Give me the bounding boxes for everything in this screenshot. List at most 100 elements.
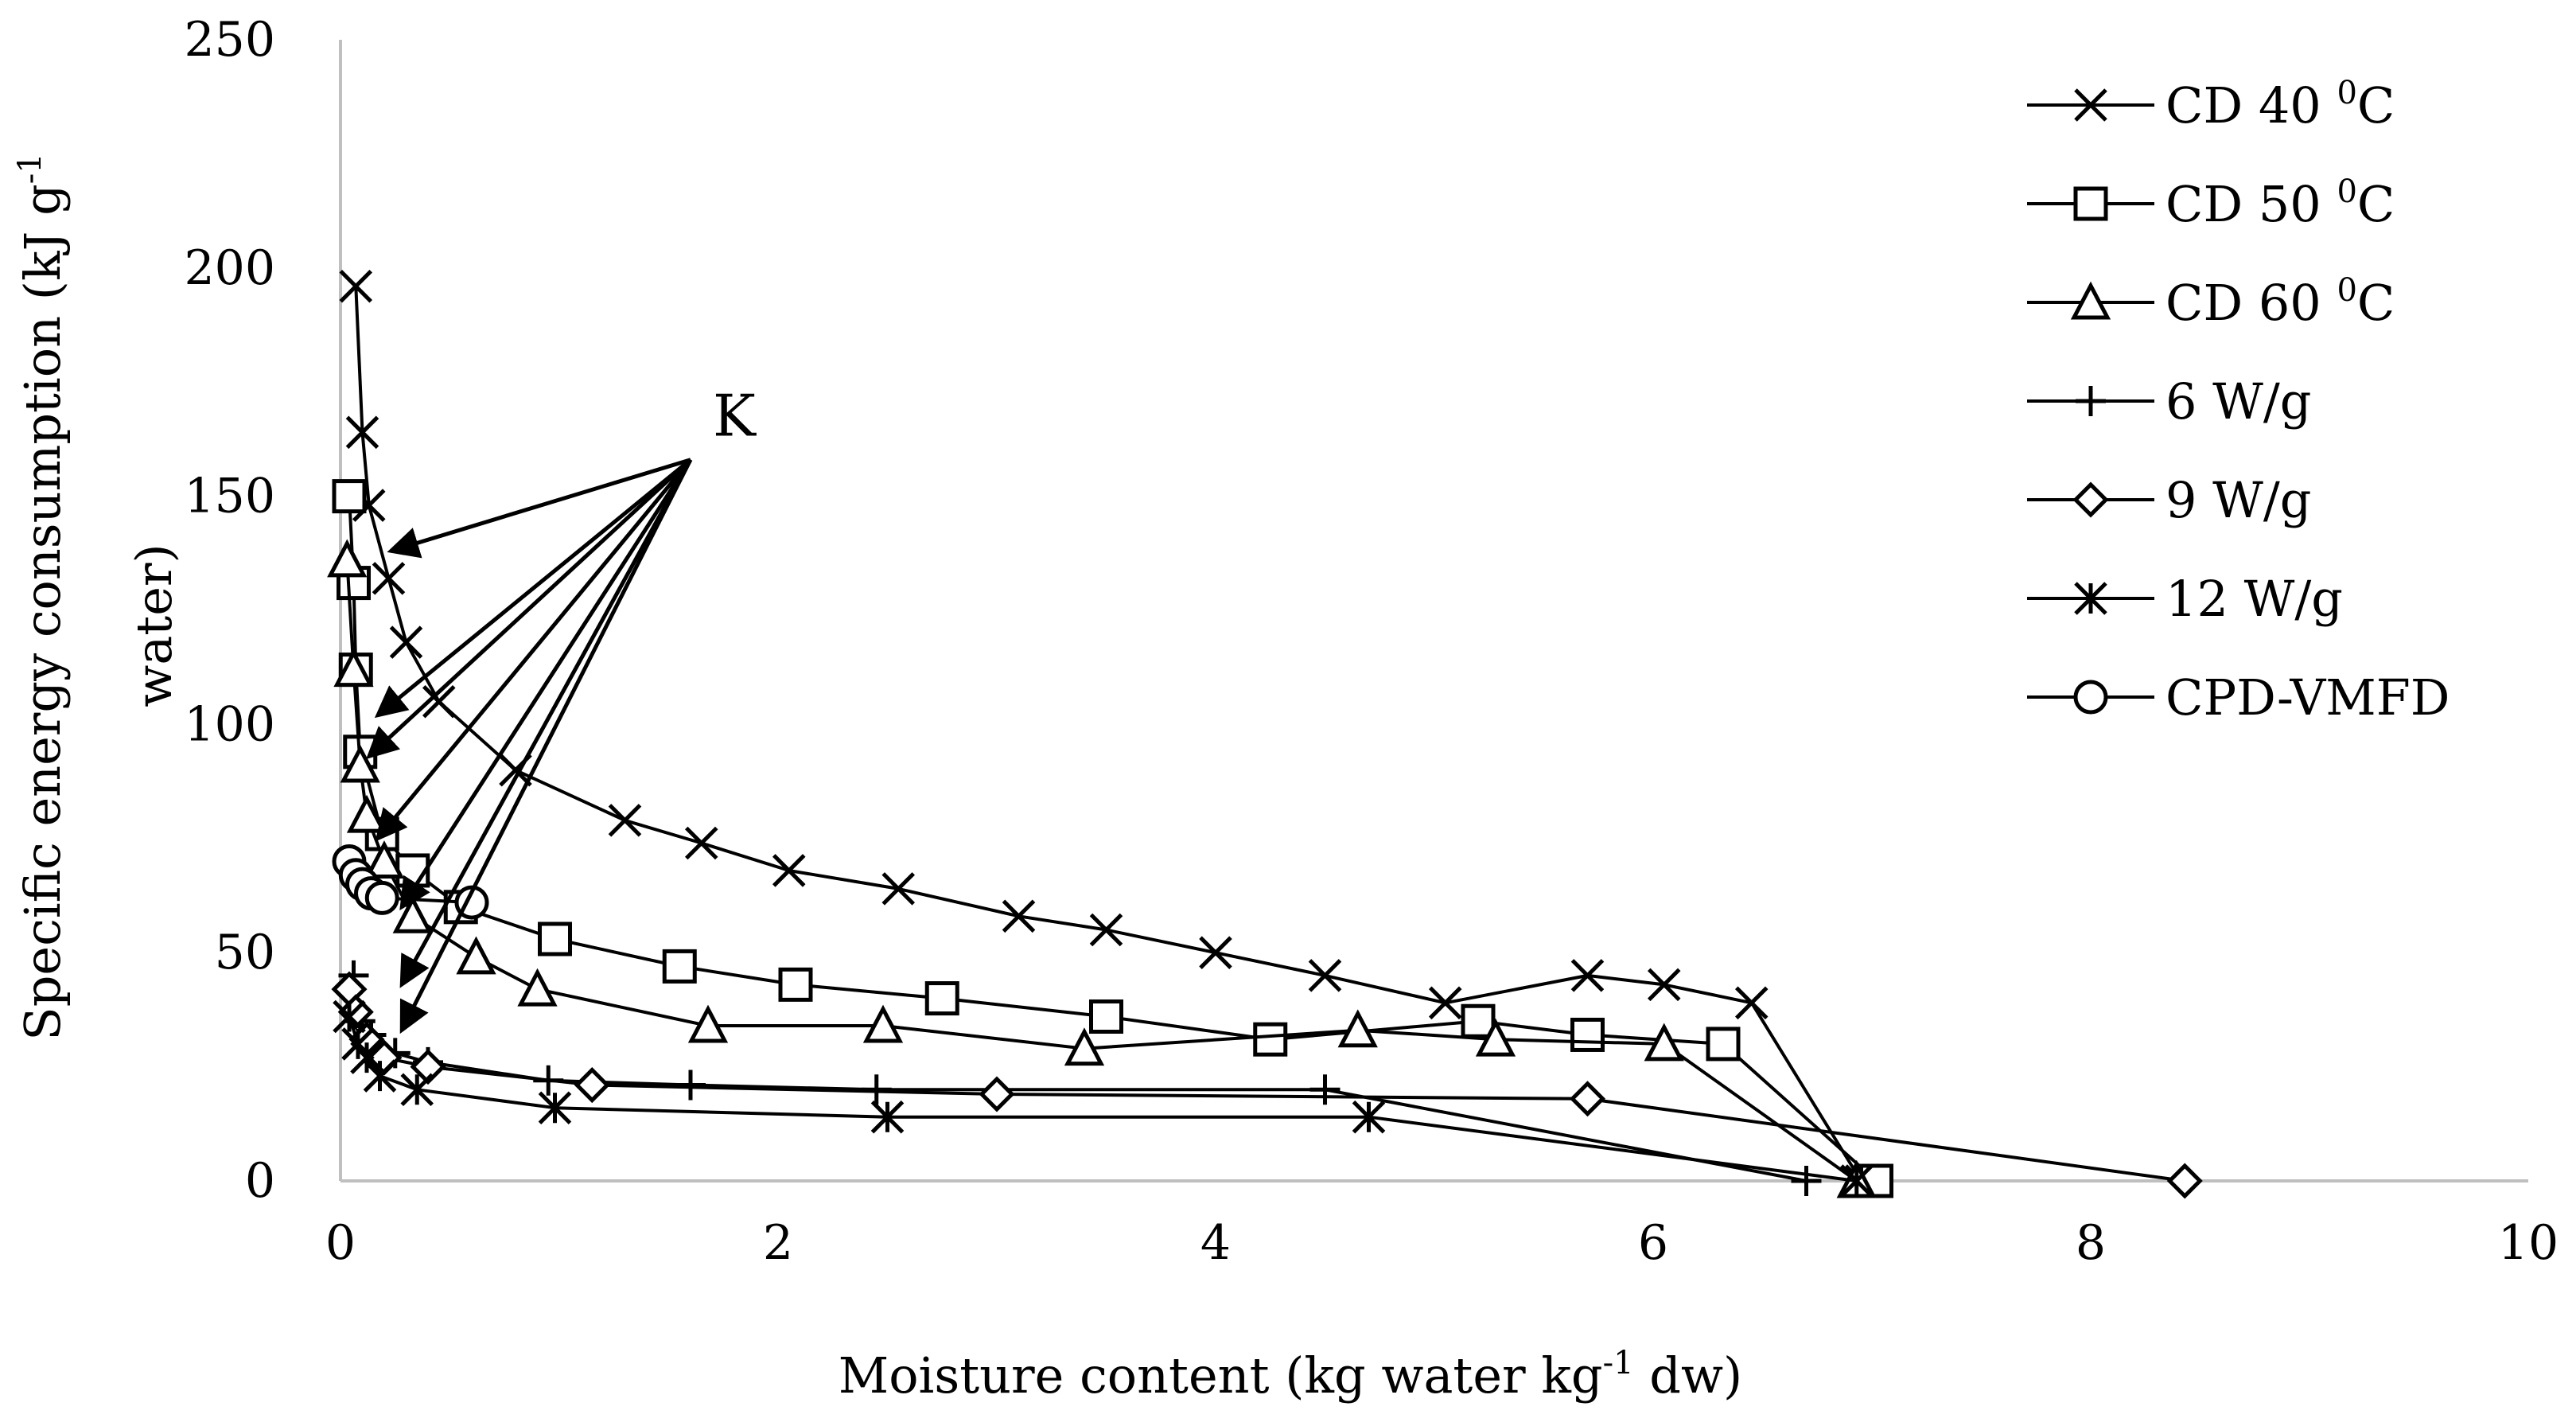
- data-point: [389, 625, 423, 659]
- series-line: [348, 1015, 1858, 1182]
- series-triangle: [327, 539, 1877, 1198]
- data-point: [687, 1004, 729, 1043]
- series-line: [352, 975, 1807, 1182]
- data-point: [345, 415, 379, 450]
- data-point: [1337, 1009, 1378, 1048]
- data-point: [772, 854, 806, 887]
- x-tick-label: 4: [1200, 1215, 1231, 1271]
- x-tick-label: 10: [2498, 1215, 2558, 1271]
- annotation-arrow: [399, 458, 693, 911]
- legend-label-part: 9 W/g: [2165, 471, 2311, 529]
- annotation-arrow: [375, 458, 692, 842]
- y-axis-title-line2: water): [125, 544, 183, 707]
- x-axis-title-part: dw): [1634, 1346, 1743, 1405]
- data-point: [1839, 1164, 1874, 1198]
- legend-label-part: 6 W/g: [2165, 372, 2311, 431]
- data-point: [2073, 680, 2108, 715]
- data-point: [332, 479, 367, 514]
- data-point: [2076, 386, 2106, 416]
- y-tick-label: 150: [184, 469, 275, 524]
- data-point: [1308, 959, 1342, 992]
- series-line: [354, 286, 1863, 1182]
- data-point: [1253, 1022, 1288, 1057]
- data-point: [1089, 913, 1123, 947]
- data-point: [1569, 1081, 1606, 1117]
- legend-label: 6 W/g: [2165, 372, 2311, 431]
- data-point: [861, 1074, 892, 1105]
- legend-label-part: 0: [2337, 75, 2356, 111]
- y-tick-label: 0: [245, 1153, 275, 1209]
- data-point: [675, 1070, 706, 1101]
- data-point: [339, 269, 373, 303]
- data-point: [538, 1091, 572, 1124]
- data-point: [1352, 1100, 1386, 1134]
- y-tick-label: 250: [184, 12, 275, 68]
- x-axis-title: Moisture content (kg water kg-1 dw): [839, 1345, 1743, 1405]
- legend-item: 6 W/g: [2027, 372, 2311, 431]
- annotation-arrow: [399, 458, 693, 1034]
- data-point: [2074, 88, 2107, 122]
- data-point: [1734, 986, 1769, 1020]
- data-point: [1706, 1027, 1741, 1062]
- data-point: [608, 804, 642, 837]
- legend-label: 9 W/g: [2165, 471, 2311, 529]
- data-point: [662, 949, 697, 984]
- y-axis-title-superscript: -1: [12, 153, 49, 184]
- y-axis-title: Specific energy consumption (kJ g-1 wate…: [12, 153, 183, 1040]
- legend-label: CD 60 0C: [2165, 272, 2395, 332]
- data-point: [456, 936, 496, 975]
- legend-label-part: 12 W/g: [2165, 570, 2343, 628]
- data-point: [364, 880, 399, 915]
- data-point: [1791, 1166, 1822, 1196]
- data-point: [346, 794, 387, 833]
- data-point: [2074, 582, 2107, 615]
- legend-label: CPD-VMFD: [2165, 668, 2450, 727]
- legend-label: 12 W/g: [2165, 570, 2343, 628]
- data-point: [422, 684, 456, 719]
- legend-label-part: 0: [2337, 173, 2356, 210]
- legend-item: CD 50 0C: [2027, 173, 2395, 233]
- legend-label: CD 50 0C: [2165, 173, 2395, 233]
- svg-text:Specific energy consumption (k: Specific energy consumption (kJ g-1: [12, 153, 72, 1040]
- data-point: [574, 1067, 610, 1104]
- legend-label-part: 0: [2337, 272, 2356, 309]
- data-point: [2073, 186, 2108, 221]
- series-asterisk: [333, 999, 1874, 1198]
- legend-label-part: CPD-VMFD: [2165, 668, 2450, 727]
- y-tick-label: 100: [184, 696, 275, 752]
- x-tick-label: 6: [1638, 1215, 1668, 1271]
- legend-item: CD 40 0C: [2027, 75, 2395, 134]
- data-point: [350, 1041, 383, 1074]
- data-point: [1570, 1017, 1605, 1052]
- legend-label-part: CD 50: [2165, 175, 2337, 233]
- data-point: [1570, 959, 1605, 992]
- series-line: [348, 496, 1878, 1182]
- x-tick-label: 0: [325, 1215, 356, 1271]
- x-tick-label: 2: [763, 1215, 793, 1271]
- data-point: [1199, 936, 1232, 969]
- data-point: [333, 649, 374, 688]
- x-axis-title-part: Moisture content (kg water kg: [839, 1346, 1603, 1405]
- y-tick-label: 200: [184, 240, 275, 296]
- data-point: [684, 826, 718, 860]
- legend-item: CPD-VMFD: [2027, 668, 2450, 727]
- y-axis-title-part: Specific energy consumption (kJ g: [14, 184, 72, 1041]
- series-x: [339, 269, 1878, 1198]
- annotation-arrow: [399, 458, 693, 988]
- data-point: [1064, 1027, 1105, 1066]
- data-point: [538, 921, 572, 957]
- data-point: [2166, 1163, 2203, 1199]
- data-point: [778, 967, 813, 1002]
- data-point: [862, 1004, 904, 1043]
- series-line: [348, 988, 2185, 1182]
- data-point: [979, 1076, 1015, 1112]
- data-point: [1089, 999, 1123, 1034]
- data-point: [1475, 1018, 1516, 1057]
- legend-item: 12 W/g: [2027, 570, 2343, 628]
- series-layer: [327, 269, 2203, 1199]
- y-tick-label: 50: [215, 925, 275, 980]
- legend-item: CD 60 0C: [2027, 272, 2395, 332]
- legend-label-part: C: [2357, 274, 2395, 332]
